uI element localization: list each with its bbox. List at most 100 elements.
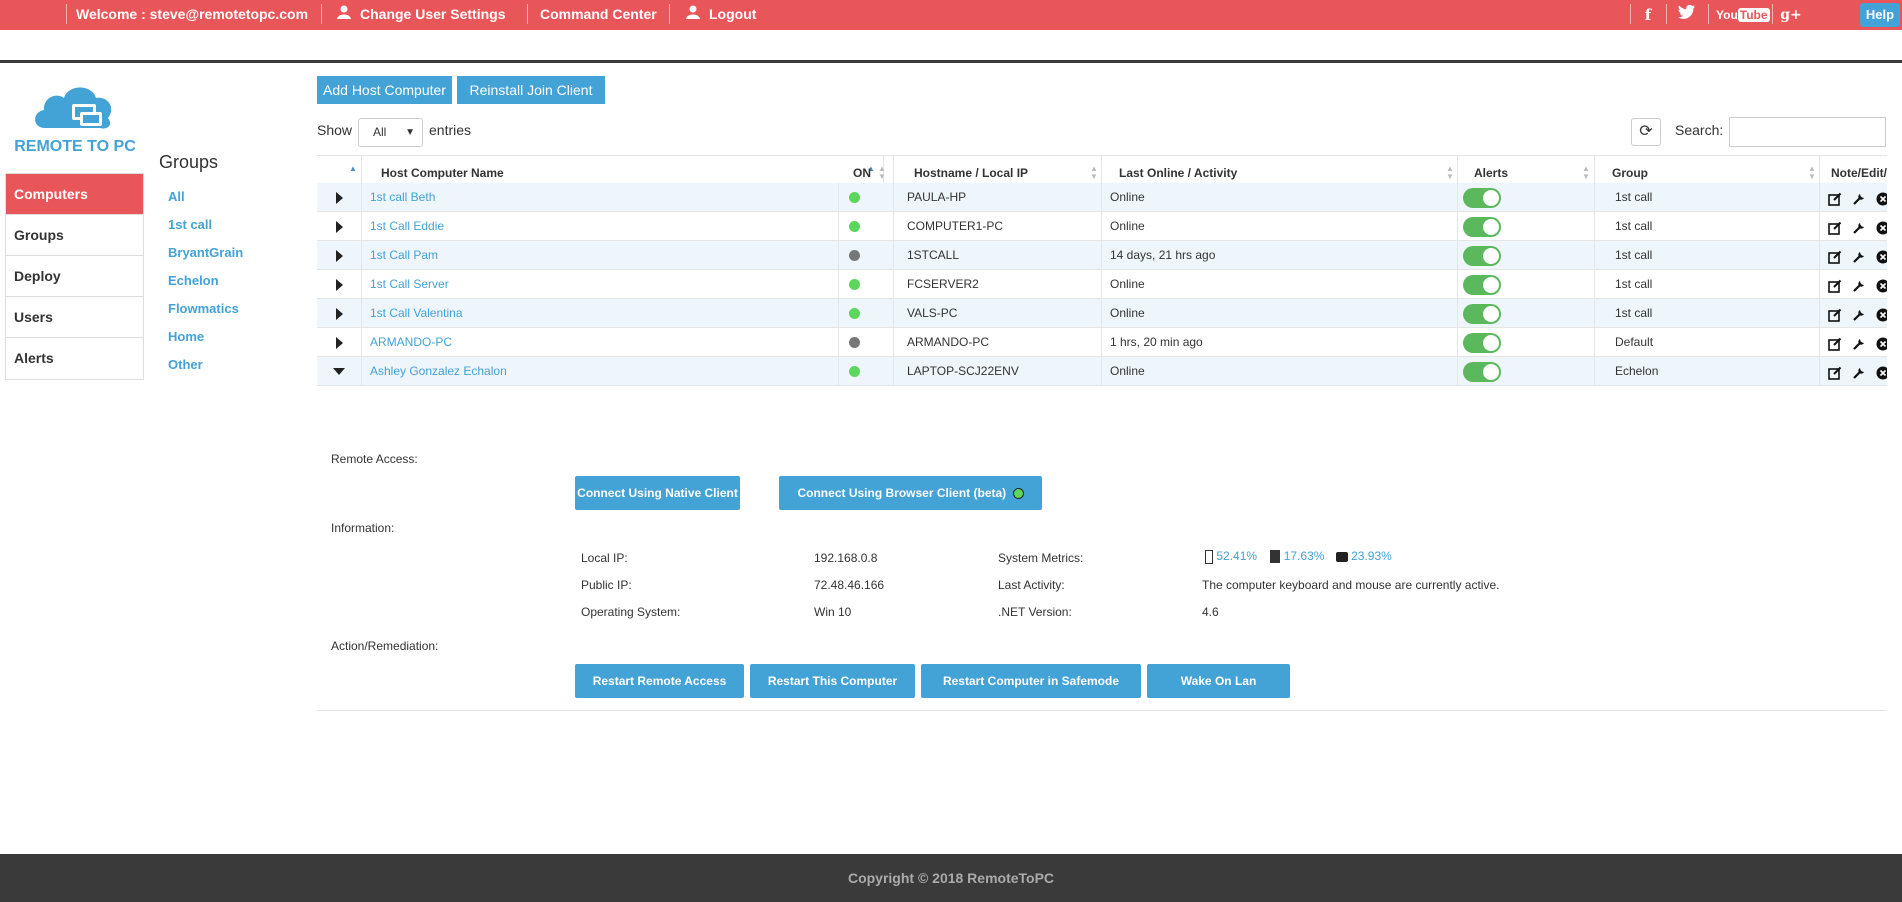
wrench-icon[interactable]	[1850, 299, 1868, 328]
delete-icon[interactable]	[1874, 328, 1887, 357]
expand-toggle[interactable]	[317, 299, 362, 328]
cpu-icon	[1270, 550, 1281, 564]
host-name-link[interactable]: ARMANDO-PC	[362, 328, 839, 357]
edit-note-icon[interactable]	[1826, 357, 1844, 386]
last-online-cell: Online	[1102, 212, 1458, 241]
wrench-icon[interactable]	[1850, 357, 1868, 386]
wrench-icon[interactable]	[1850, 183, 1868, 212]
remote-access-label: Remote Access:	[331, 452, 418, 466]
edit-note-icon[interactable]	[1826, 241, 1844, 270]
header-on[interactable]: ON ▲ ▼	[839, 156, 894, 191]
alerts-toggle[interactable]	[1463, 187, 1501, 208]
delete-icon[interactable]	[1874, 212, 1887, 241]
facebook-icon[interactable]: f	[1644, 6, 1652, 24]
group-link-1st-call[interactable]: 1st call	[168, 217, 213, 232]
restart-remote-access-button[interactable]: Restart Remote Access	[575, 664, 744, 698]
logo[interactable]: REMOTE TO PC	[10, 74, 140, 160]
connect-native-button[interactable]: Connect Using Native Client	[575, 476, 740, 510]
header-host-name[interactable]: Host Computer Name ▲	[362, 156, 884, 191]
header-hostname[interactable]: Hostname / Local IP ▲ ▼	[894, 156, 1102, 191]
alerts-cell	[1458, 299, 1595, 328]
disk-metric[interactable]: 23.93%	[1351, 549, 1392, 563]
caret-right-icon	[335, 191, 343, 204]
online-status	[839, 299, 894, 328]
cpu-metric[interactable]: 17.63%	[1283, 549, 1325, 563]
youtube-icon[interactable]: You Tube	[1716, 8, 1770, 22]
change-settings-link[interactable]: Change User Settings	[336, 0, 505, 30]
expand-toggle[interactable]	[317, 241, 362, 270]
command-center-link[interactable]: Command Center	[540, 6, 657, 22]
host-name-link[interactable]: 1st Call Pam	[362, 241, 839, 270]
group-link-all[interactable]: All	[168, 189, 185, 204]
nav-item-groups[interactable]: Groups	[6, 215, 143, 256]
expand-toggle[interactable]	[317, 328, 362, 357]
header-group[interactable]: Group ▲ ▼	[1595, 156, 1820, 191]
toggle-knob	[1483, 276, 1499, 293]
group-link-flowmatics[interactable]: Flowmatics	[168, 301, 239, 316]
search-input[interactable]	[1729, 117, 1886, 147]
edit-note-icon[interactable]	[1826, 270, 1844, 299]
expand-toggle[interactable]	[317, 357, 362, 386]
group-link-other[interactable]: Other	[168, 357, 203, 372]
twitter-icon[interactable]	[1674, 4, 1700, 26]
group-link-echelon[interactable]: Echelon	[168, 273, 219, 288]
delete-icon[interactable]	[1874, 183, 1887, 212]
group-link-bryantgrain[interactable]: BryantGrain	[168, 245, 244, 260]
expand-toggle[interactable]	[317, 212, 362, 241]
system-metrics-label: System Metrics:	[998, 551, 1084, 565]
host-name-link[interactable]: 1st Call Server	[362, 270, 839, 299]
wake-on-lan-button[interactable]: Wake On Lan	[1147, 664, 1290, 698]
host-name-link[interactable]: 1st call Beth	[362, 183, 839, 212]
edit-note-icon[interactable]	[1826, 299, 1844, 328]
header-alerts[interactable]: Alerts ▲ ▼	[1458, 156, 1595, 191]
reinstall-join-client-button[interactable]: Reinstall Join Client	[457, 76, 605, 104]
delete-icon[interactable]	[1874, 357, 1887, 386]
expand-toggle[interactable]	[317, 183, 362, 212]
host-name-link[interactable]: Ashley Gonzalez Echalon	[362, 357, 839, 386]
edit-note-icon[interactable]	[1826, 183, 1844, 212]
delete-icon[interactable]	[1874, 299, 1887, 328]
alerts-toggle[interactable]	[1463, 274, 1501, 295]
delete-icon[interactable]	[1874, 270, 1887, 299]
wrench-icon[interactable]	[1850, 241, 1868, 270]
last-activity-label: Last Activity:	[998, 578, 1065, 592]
wrench-icon[interactable]	[1850, 212, 1868, 241]
online-status	[839, 241, 894, 270]
alerts-toggle[interactable]	[1463, 245, 1501, 266]
wrench-icon[interactable]	[1850, 270, 1868, 299]
logout-link[interactable]: Logout	[685, 0, 756, 30]
restart-safemode-button[interactable]: Restart Computer in Safemode	[921, 664, 1141, 698]
google-plus-icon[interactable]: g+	[1780, 7, 1802, 23]
edit-note-icon[interactable]	[1826, 328, 1844, 357]
nav-item-alerts[interactable]: Alerts	[14, 350, 54, 366]
alerts-toggle[interactable]	[1463, 361, 1501, 382]
host-name-link[interactable]: 1st Call Valentina	[362, 299, 839, 328]
toggle-knob	[1483, 189, 1499, 206]
edit-note-icon[interactable]	[1826, 212, 1844, 241]
refresh-button[interactable]: ⟳	[1631, 118, 1661, 146]
information-label: Information:	[331, 521, 395, 535]
entries-select[interactable]: All ▼	[358, 118, 423, 147]
memory-metric[interactable]: 52.41%	[1216, 549, 1258, 563]
expand-toggle[interactable]	[317, 270, 362, 299]
connect-browser-button[interactable]: Connect Using Browser Client (beta)	[779, 476, 1042, 510]
expand-header[interactable]: ▲	[317, 156, 362, 191]
wrench-icon[interactable]	[1850, 328, 1868, 357]
host-name-link[interactable]: 1st Call Eddie	[362, 212, 839, 241]
nav-item-deploy[interactable]: Deploy	[6, 256, 143, 297]
alerts-toggle[interactable]	[1463, 216, 1501, 237]
delete-icon[interactable]	[1874, 241, 1887, 270]
add-host-button[interactable]: Add Host Computer	[317, 76, 452, 104]
last-online-cell: Online	[1102, 299, 1458, 328]
last-online-cell: Online	[1102, 183, 1458, 212]
alerts-toggle[interactable]	[1463, 303, 1501, 324]
alerts-toggle[interactable]	[1463, 332, 1501, 353]
nav-item-computers[interactable]: Computers	[6, 174, 143, 215]
hostname-cell: ARMANDO-PC	[894, 328, 1102, 357]
nav-item-users[interactable]: Users	[6, 297, 143, 338]
restart-computer-button[interactable]: Restart This Computer	[750, 664, 915, 698]
help-button[interactable]: Help	[1860, 3, 1900, 27]
header-last-online[interactable]: Last Online / Activity ▲ ▼	[1102, 156, 1458, 191]
group-link-home[interactable]: Home	[168, 329, 205, 344]
table-row: 1st Call Server FCSERVER2 Online 1st call	[317, 270, 1887, 299]
